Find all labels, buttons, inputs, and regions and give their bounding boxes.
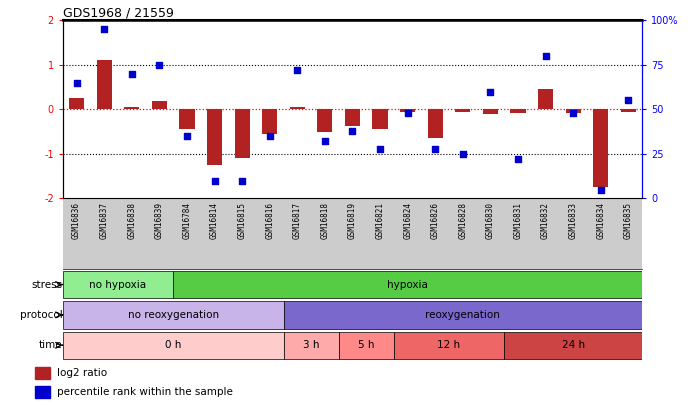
Bar [207,109,222,165]
Text: GSM16824: GSM16824 [403,202,412,239]
Text: 3 h: 3 h [303,340,320,350]
Text: protocol: protocol [20,310,62,320]
Text: GSM16836: GSM16836 [72,202,81,239]
Point [457,151,468,157]
Bar [124,107,140,109]
Text: GSM16821: GSM16821 [376,202,385,239]
Text: GSM16839: GSM16839 [155,202,164,239]
Bar [455,109,470,112]
Text: GSM16815: GSM16815 [237,202,246,239]
Text: GSM16837: GSM16837 [100,202,109,239]
Bar [151,101,167,109]
Bar [483,109,498,114]
Text: 5 h: 5 h [358,340,375,350]
Text: GSM16818: GSM16818 [320,202,329,239]
Point [567,110,579,116]
Bar [565,109,581,113]
Point [375,145,386,152]
Point [347,128,358,134]
Text: GSM16826: GSM16826 [431,202,440,239]
FancyBboxPatch shape [339,332,394,359]
Point [126,70,138,77]
Text: percentile rank within the sample: percentile rank within the sample [57,387,233,397]
Bar [35,386,50,398]
Text: GSM16832: GSM16832 [541,202,550,239]
Text: GSM16834: GSM16834 [596,202,605,239]
Point [540,53,551,59]
Point [292,67,303,73]
Text: 0 h: 0 h [165,340,181,350]
Bar [400,109,415,112]
Text: no hypoxia: no hypoxia [89,279,147,290]
Text: GSM16814: GSM16814 [210,202,219,239]
Bar [69,98,84,109]
Text: stress: stress [31,279,62,290]
FancyBboxPatch shape [173,271,642,298]
Point [623,97,634,104]
Point [512,156,524,162]
Text: 24 h: 24 h [562,340,585,350]
Point [98,26,110,32]
Bar [510,109,526,113]
Text: GSM16784: GSM16784 [182,202,191,239]
Bar [235,109,250,158]
Text: GSM16817: GSM16817 [293,202,302,239]
Point [209,177,220,184]
FancyBboxPatch shape [63,301,283,328]
Point [402,110,413,116]
Text: log2 ratio: log2 ratio [57,369,107,378]
Text: hypoxia: hypoxia [387,279,428,290]
Point [319,138,330,145]
Bar [593,109,609,187]
FancyBboxPatch shape [283,332,339,359]
Bar [96,60,112,109]
Text: no reoxygenation: no reoxygenation [128,310,218,320]
FancyBboxPatch shape [504,332,642,359]
Text: GSM16833: GSM16833 [569,202,578,239]
Text: GSM16828: GSM16828 [459,202,468,239]
Text: GSM16819: GSM16819 [348,202,357,239]
Bar [621,109,636,112]
Bar [345,109,360,126]
Point [237,177,248,184]
Bar [538,90,554,109]
Point [430,145,441,152]
Text: GSM16835: GSM16835 [624,202,633,239]
Bar [318,109,332,132]
Text: reoxygenation: reoxygenation [425,310,500,320]
Point [154,62,165,68]
Point [71,79,82,86]
Text: GSM16830: GSM16830 [486,202,495,239]
Text: GDS1968 / 21559: GDS1968 / 21559 [63,6,174,19]
Bar [179,109,195,130]
Point [595,186,607,193]
Point [264,133,275,139]
Text: GSM16831: GSM16831 [514,202,523,239]
Bar [290,107,305,109]
FancyBboxPatch shape [283,301,642,328]
Text: GSM16816: GSM16816 [265,202,274,239]
Text: time: time [38,340,62,350]
Point [485,88,496,95]
Bar [373,109,387,130]
Bar [262,109,277,134]
FancyBboxPatch shape [394,332,504,359]
FancyBboxPatch shape [63,271,173,298]
Point [181,133,193,139]
Bar [35,367,50,379]
Text: GSM16838: GSM16838 [127,202,136,239]
Bar [428,109,443,139]
FancyBboxPatch shape [63,332,283,359]
Text: 12 h: 12 h [438,340,461,350]
